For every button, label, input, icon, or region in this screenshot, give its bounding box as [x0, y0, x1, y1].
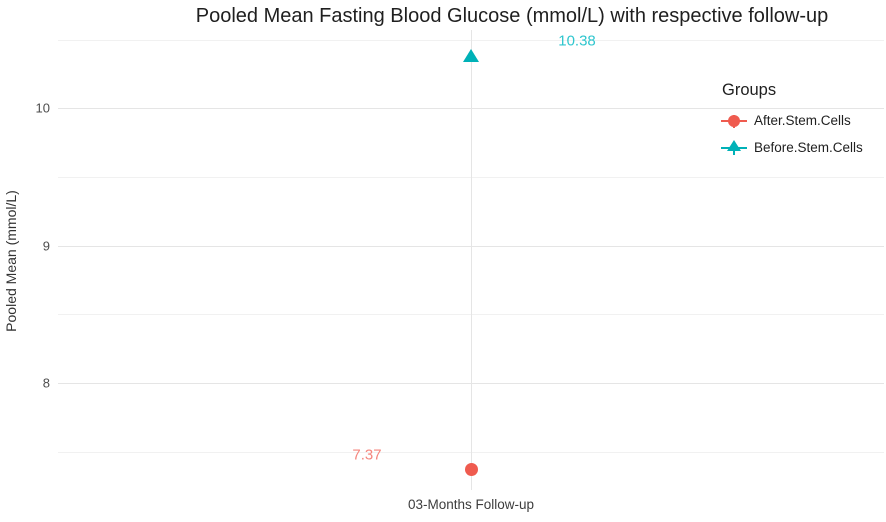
y-tick-label: 9 [42, 238, 50, 254]
x-axis-tick-label: 03-Months Follow-up [407, 497, 535, 512]
legend-circle-icon [728, 114, 740, 127]
y-axis-tick-labels: 8 9 10 [0, 30, 52, 490]
data-label-before-stem-cells: 10.38 [558, 32, 596, 50]
legend-entry-label: After.Stem.Cells [754, 113, 851, 128]
data-label-after-stem-cells: 7.37 [352, 446, 382, 464]
plot-panel: 7.37 10.38 [58, 30, 884, 490]
data-point-before-stem-cells [463, 49, 479, 63]
legend-entry-label: Before.Stem.Cells [754, 140, 863, 155]
y-tick-label: 8 [42, 375, 50, 391]
legend-entry-after-stem-cells: After.Stem.Cells [721, 107, 863, 134]
legend: Groups After.Stem.Cells Before.Stem.Cells [721, 81, 863, 161]
y-tick-label: 10 [35, 100, 50, 116]
chart-title: Pooled Mean Fasting Blood Glucose (mmol/… [195, 5, 829, 27]
legend-entries: After.Stem.Cells Before.Stem.Cells [721, 107, 863, 161]
data-point-after-stem-cells [464, 462, 478, 476]
legend-entry-before-stem-cells: Before.Stem.Cells [721, 134, 863, 161]
triangle-marker-icon [721, 135, 747, 161]
circle-marker-icon [721, 108, 747, 134]
gridline-category [471, 30, 472, 490]
legend-triangle-icon [727, 139, 741, 151]
legend-title: Groups [722, 81, 777, 99]
